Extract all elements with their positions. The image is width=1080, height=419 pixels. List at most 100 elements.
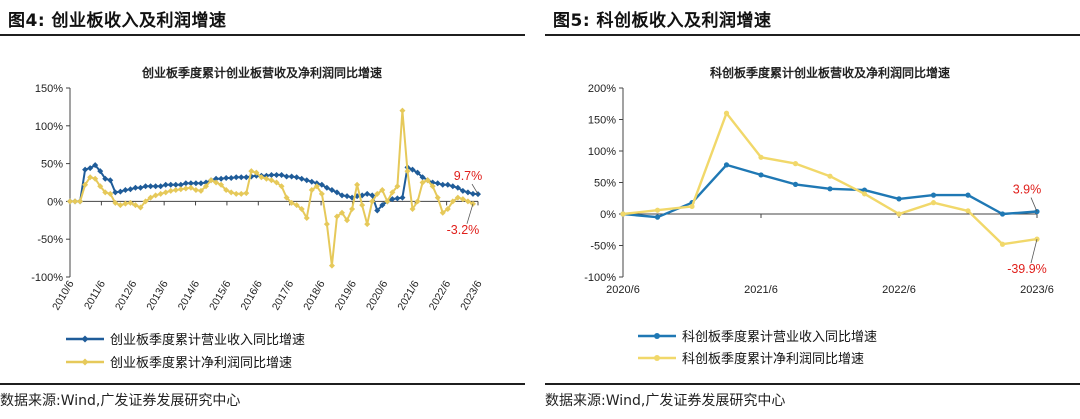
data-point [654,214,661,220]
data-point [233,190,240,197]
data-point [152,183,159,190]
source-note: 数据来源:Wind,广发证券发展研究中心 [545,393,786,409]
source-note: 数据来源:Wind,广发证券发展研究中心 [0,393,241,409]
data-point [87,174,94,181]
data-point [313,180,320,187]
data-point [283,173,290,180]
data-point [896,211,902,217]
data-point [238,190,245,197]
label-leader [1030,239,1038,264]
y-tick-label: 50% [41,159,63,171]
data-point [389,196,396,203]
data-point [293,202,300,209]
y-tick-label: 100% [588,146,616,158]
x-tick-label: 2014/6 [176,278,203,312]
data-point [379,187,386,194]
chart-svg: 创业板季度累计创业板营收及净利润同比增速 150% 100% 50% 0% -50% -1… [31,65,484,371]
data-point [137,204,144,211]
heading-rule [0,34,525,36]
data-point [394,183,401,190]
data-point [344,193,351,200]
data-point [434,180,441,187]
data-point [464,189,471,196]
legend-marker [81,358,89,366]
data-point [92,162,99,169]
data-label: -3.2% [447,223,480,237]
data-point [268,177,275,184]
data-point [349,205,356,212]
data-point [723,162,730,168]
data-point [792,181,799,187]
data-point [172,181,179,188]
data-point [187,180,194,187]
chart-title: 创业板季度累计创业板营收及净利润同比增速 [141,65,382,80]
data-point [399,107,406,114]
y-tick-label: -50% [37,234,63,246]
data-point [328,262,335,269]
data-point [87,165,94,172]
data-point [654,207,661,213]
data-point [147,194,154,201]
data-point [328,187,335,194]
x-tick-label: 2012/6 [113,278,140,312]
data-point [308,187,315,194]
data-point [359,202,366,209]
data-point [439,181,446,188]
data-point [414,169,421,176]
data-point [273,171,280,178]
data-point [162,189,169,196]
heading-rule [545,34,1080,36]
data-point [313,183,320,190]
panel-heading: 图4: 创业板收入及利润增速 [8,11,227,31]
data-point [424,177,431,184]
data-point [404,168,411,175]
data-point [827,173,833,179]
data-point [930,200,937,206]
legend-marker [654,355,660,361]
data-point [197,180,204,187]
footer-rule [0,383,525,385]
data-point [620,211,626,217]
data-point [861,191,868,197]
data-point [258,174,265,181]
data-point [318,190,325,197]
x-tick-label: 2020/6 [364,278,391,312]
data-point [896,196,902,202]
data-point [374,207,381,214]
chart-panel-right: 图5: 科创板收入及利润增速 科创板季度累计创业板营收及净利润同比增速 200%… [545,0,1080,419]
footer-rule [545,383,1080,385]
data-point [132,202,139,209]
data-point [142,198,149,205]
data-point [449,198,456,205]
data-point [243,174,250,181]
data-point [132,184,139,191]
data-point [414,198,421,205]
data-point [792,161,799,167]
x-tick-label: 2018/6 [301,278,328,312]
data-point [177,186,184,193]
legend-marker [654,333,660,339]
data-point [374,190,381,197]
data-point [157,190,164,197]
data-point [167,187,174,194]
data-point [454,184,461,191]
data-point [434,194,441,201]
data-point [97,168,104,175]
data-point [112,199,119,206]
x-tick-label: 2023/6 [1020,284,1054,296]
data-point [263,172,270,179]
x-tick-label: 2022/6 [882,284,916,296]
data-point [429,183,436,190]
data-point [308,178,315,185]
y-tick-label: 0% [600,209,616,221]
data-label: 9.7% [454,169,483,183]
legend-label: 创业板季度累计营业收入同比增速 [110,332,305,348]
data-point [344,217,351,224]
y-tick-label: -100% [31,272,63,284]
data-point [117,202,124,209]
data-point [389,189,396,196]
data-point [122,187,129,194]
data-point [999,241,1006,247]
data-point [333,213,340,220]
y-tick-label: 150% [588,115,616,127]
